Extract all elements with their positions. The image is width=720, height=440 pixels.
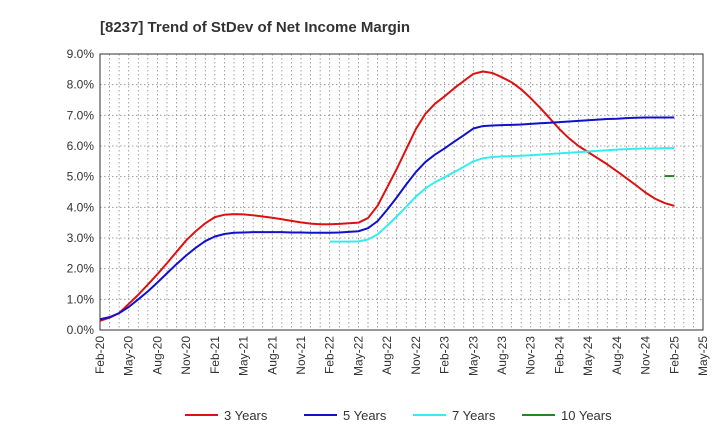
legend: 3 Years 5 Years 7 Years 10 Years bbox=[185, 408, 612, 423]
x-tick-label: Aug-21 bbox=[265, 336, 279, 375]
x-tick-label: Nov-21 bbox=[294, 336, 308, 375]
y-tick-label: 7.0% bbox=[67, 108, 95, 122]
x-tick-label: Feb-22 bbox=[323, 336, 337, 374]
chart-title: [8237] Trend of StDev of Net Income Marg… bbox=[100, 19, 410, 36]
legend-item: 5 Years bbox=[304, 408, 387, 423]
legend-item: 3 Years bbox=[185, 408, 268, 423]
x-tick-label: May-25 bbox=[696, 336, 710, 376]
y-tick-label: 0.0% bbox=[67, 323, 95, 337]
y-tick-label: 4.0% bbox=[67, 200, 95, 214]
x-tick-label: Nov-24 bbox=[639, 336, 653, 375]
y-tick-label: 9.0% bbox=[67, 47, 95, 61]
x-tick-label: May-21 bbox=[237, 336, 251, 376]
plot-lines bbox=[99, 70, 675, 322]
x-tick-label: Aug-23 bbox=[495, 336, 509, 375]
x-tick-label: May-22 bbox=[351, 336, 365, 376]
x-tick-label: Aug-20 bbox=[150, 336, 164, 375]
legend-label: 7 Years bbox=[452, 408, 496, 423]
legend-item: 10 Years bbox=[522, 408, 612, 423]
series-line-3 bbox=[329, 147, 675, 243]
x-tick-label: Feb-20 bbox=[93, 336, 107, 374]
legend-label: 3 Years bbox=[224, 408, 268, 423]
y-tick-label: 5.0% bbox=[67, 170, 95, 184]
x-tick-label: Nov-20 bbox=[179, 336, 193, 375]
x-axis: Feb-20 May-20 Aug-20 Nov-20 Feb-21 May-21 Aug-… bbox=[93, 336, 710, 376]
x-tick-label: Aug-22 bbox=[380, 336, 394, 375]
legend-label: 5 Years bbox=[343, 408, 387, 423]
plot-frame bbox=[99, 53, 704, 331]
series-line-2 bbox=[99, 116, 675, 321]
x-tick-label: Aug-24 bbox=[610, 336, 624, 375]
x-tick-label: Feb-23 bbox=[438, 336, 452, 374]
x-tick-label: Feb-25 bbox=[667, 336, 681, 374]
y-tick-label: 6.0% bbox=[67, 139, 95, 153]
series-line-1 bbox=[99, 70, 675, 322]
y-axis: 0.0% 1.0% 2.0% 3.0% 4.0% 5.0% 6.0% 7.0% 8.0% 9.0% bbox=[67, 47, 95, 337]
x-tick-label: Nov-23 bbox=[524, 336, 538, 375]
x-tick-label: May-24 bbox=[581, 336, 595, 376]
legend-item: 7 Years bbox=[413, 408, 496, 423]
x-tick-label: Feb-24 bbox=[552, 336, 566, 374]
x-tick-label: May-23 bbox=[466, 336, 480, 376]
y-tick-label: 3.0% bbox=[67, 231, 95, 245]
x-tick-label: May-20 bbox=[122, 336, 136, 376]
y-tick-label: 2.0% bbox=[67, 262, 95, 276]
x-tick-label: Feb-21 bbox=[208, 336, 222, 374]
y-tick-label: 1.0% bbox=[67, 292, 95, 306]
y-tick-label: 8.0% bbox=[67, 78, 95, 92]
legend-label: 10 Years bbox=[561, 408, 612, 423]
x-tick-label: Nov-22 bbox=[409, 336, 423, 375]
